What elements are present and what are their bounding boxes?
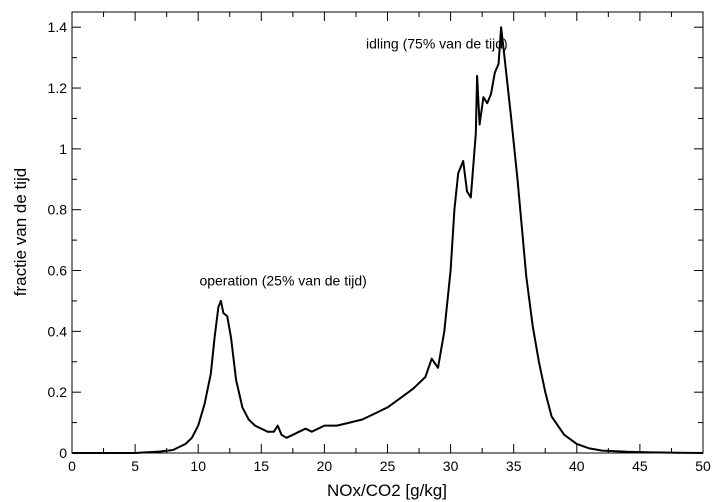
x-tick-label: 50: [695, 458, 711, 474]
y-tick-label: 1.4: [48, 19, 68, 35]
x-tick-label: 35: [506, 458, 522, 474]
ticks: [71, 12, 704, 454]
y-tick-label: 0: [59, 445, 67, 461]
x-tick-label: 5: [131, 458, 139, 474]
y-tick-label: 0.8: [48, 202, 68, 218]
x-tick-label: 40: [569, 458, 585, 474]
series-line: [72, 26, 704, 454]
y-tick-label: 1.2: [48, 80, 68, 96]
x-tick-label: 0: [68, 458, 76, 474]
annotation-operation: operation (25% van de tijd): [199, 273, 366, 289]
x-tick-label: 20: [317, 458, 333, 474]
x-tick-label: 10: [190, 458, 206, 474]
plot-frame: [71, 11, 704, 454]
y-tick-label: 0.6: [48, 263, 68, 279]
y-tick-label: 0.2: [48, 384, 68, 400]
x-tick-label: 15: [254, 458, 270, 474]
x-tick-label: 45: [632, 458, 648, 474]
tick-labels: 0 5 10 15 20 25 30 35 40 45 50 0 0.2 0.4 0.6 0.8 1 1.2 1.4: [48, 19, 711, 474]
x-tick-label: 30: [443, 458, 459, 474]
annotation-idling: idling (75% van de tijd): [366, 35, 508, 51]
y-tick-label: 1: [59, 141, 67, 157]
x-axis-title: NOx/CO2 [g/kg]: [327, 481, 447, 500]
y-axis-title: fractie van de tijd: [11, 168, 30, 297]
y-tick-label: 0.4: [48, 323, 68, 339]
x-tick-label: 25: [380, 458, 396, 474]
